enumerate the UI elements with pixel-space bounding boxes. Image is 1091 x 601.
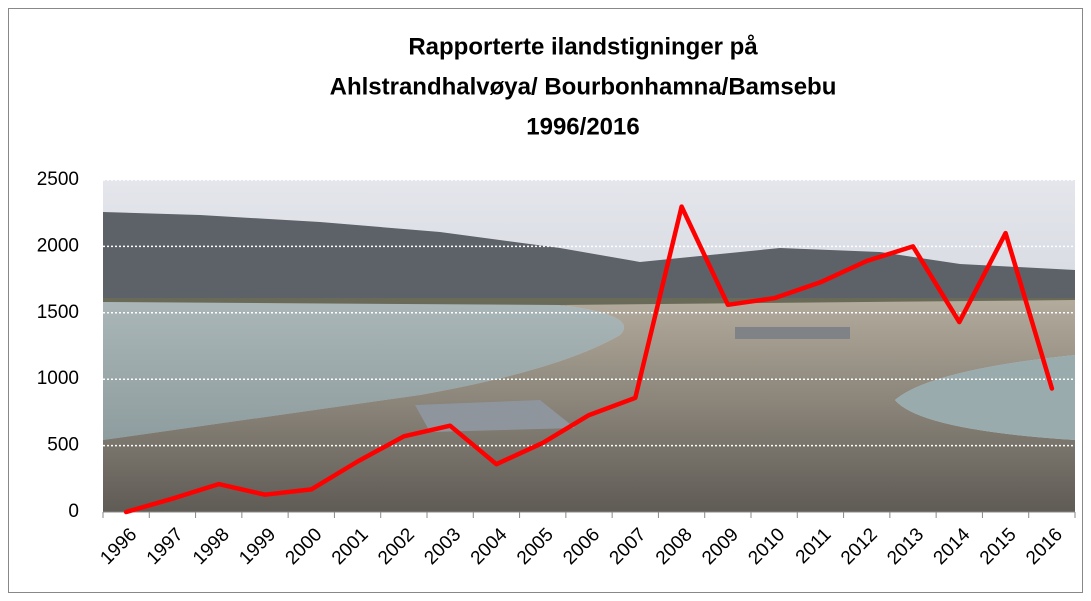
- y-tick-label: 1500: [37, 302, 79, 323]
- y-tick-label: 0: [68, 501, 79, 522]
- y-tick-label: 1000: [37, 368, 79, 389]
- chart-title: 1996/2016: [526, 113, 639, 140]
- y-tick-label: 2500: [37, 169, 79, 190]
- background-photo: [103, 180, 1075, 512]
- chart-title: Rapporterte ilandstigninger på: [408, 33, 758, 60]
- title: Rapporterte ilandstigninger på Ahlstrand…: [330, 33, 837, 140]
- y-tick-label: 2000: [37, 235, 79, 256]
- chart-title: Ahlstrandhalvøya/ Bourbonhamna/Bamsebu: [330, 73, 837, 100]
- data-line: [123, 204, 1055, 515]
- y-tick-label: 500: [47, 435, 79, 456]
